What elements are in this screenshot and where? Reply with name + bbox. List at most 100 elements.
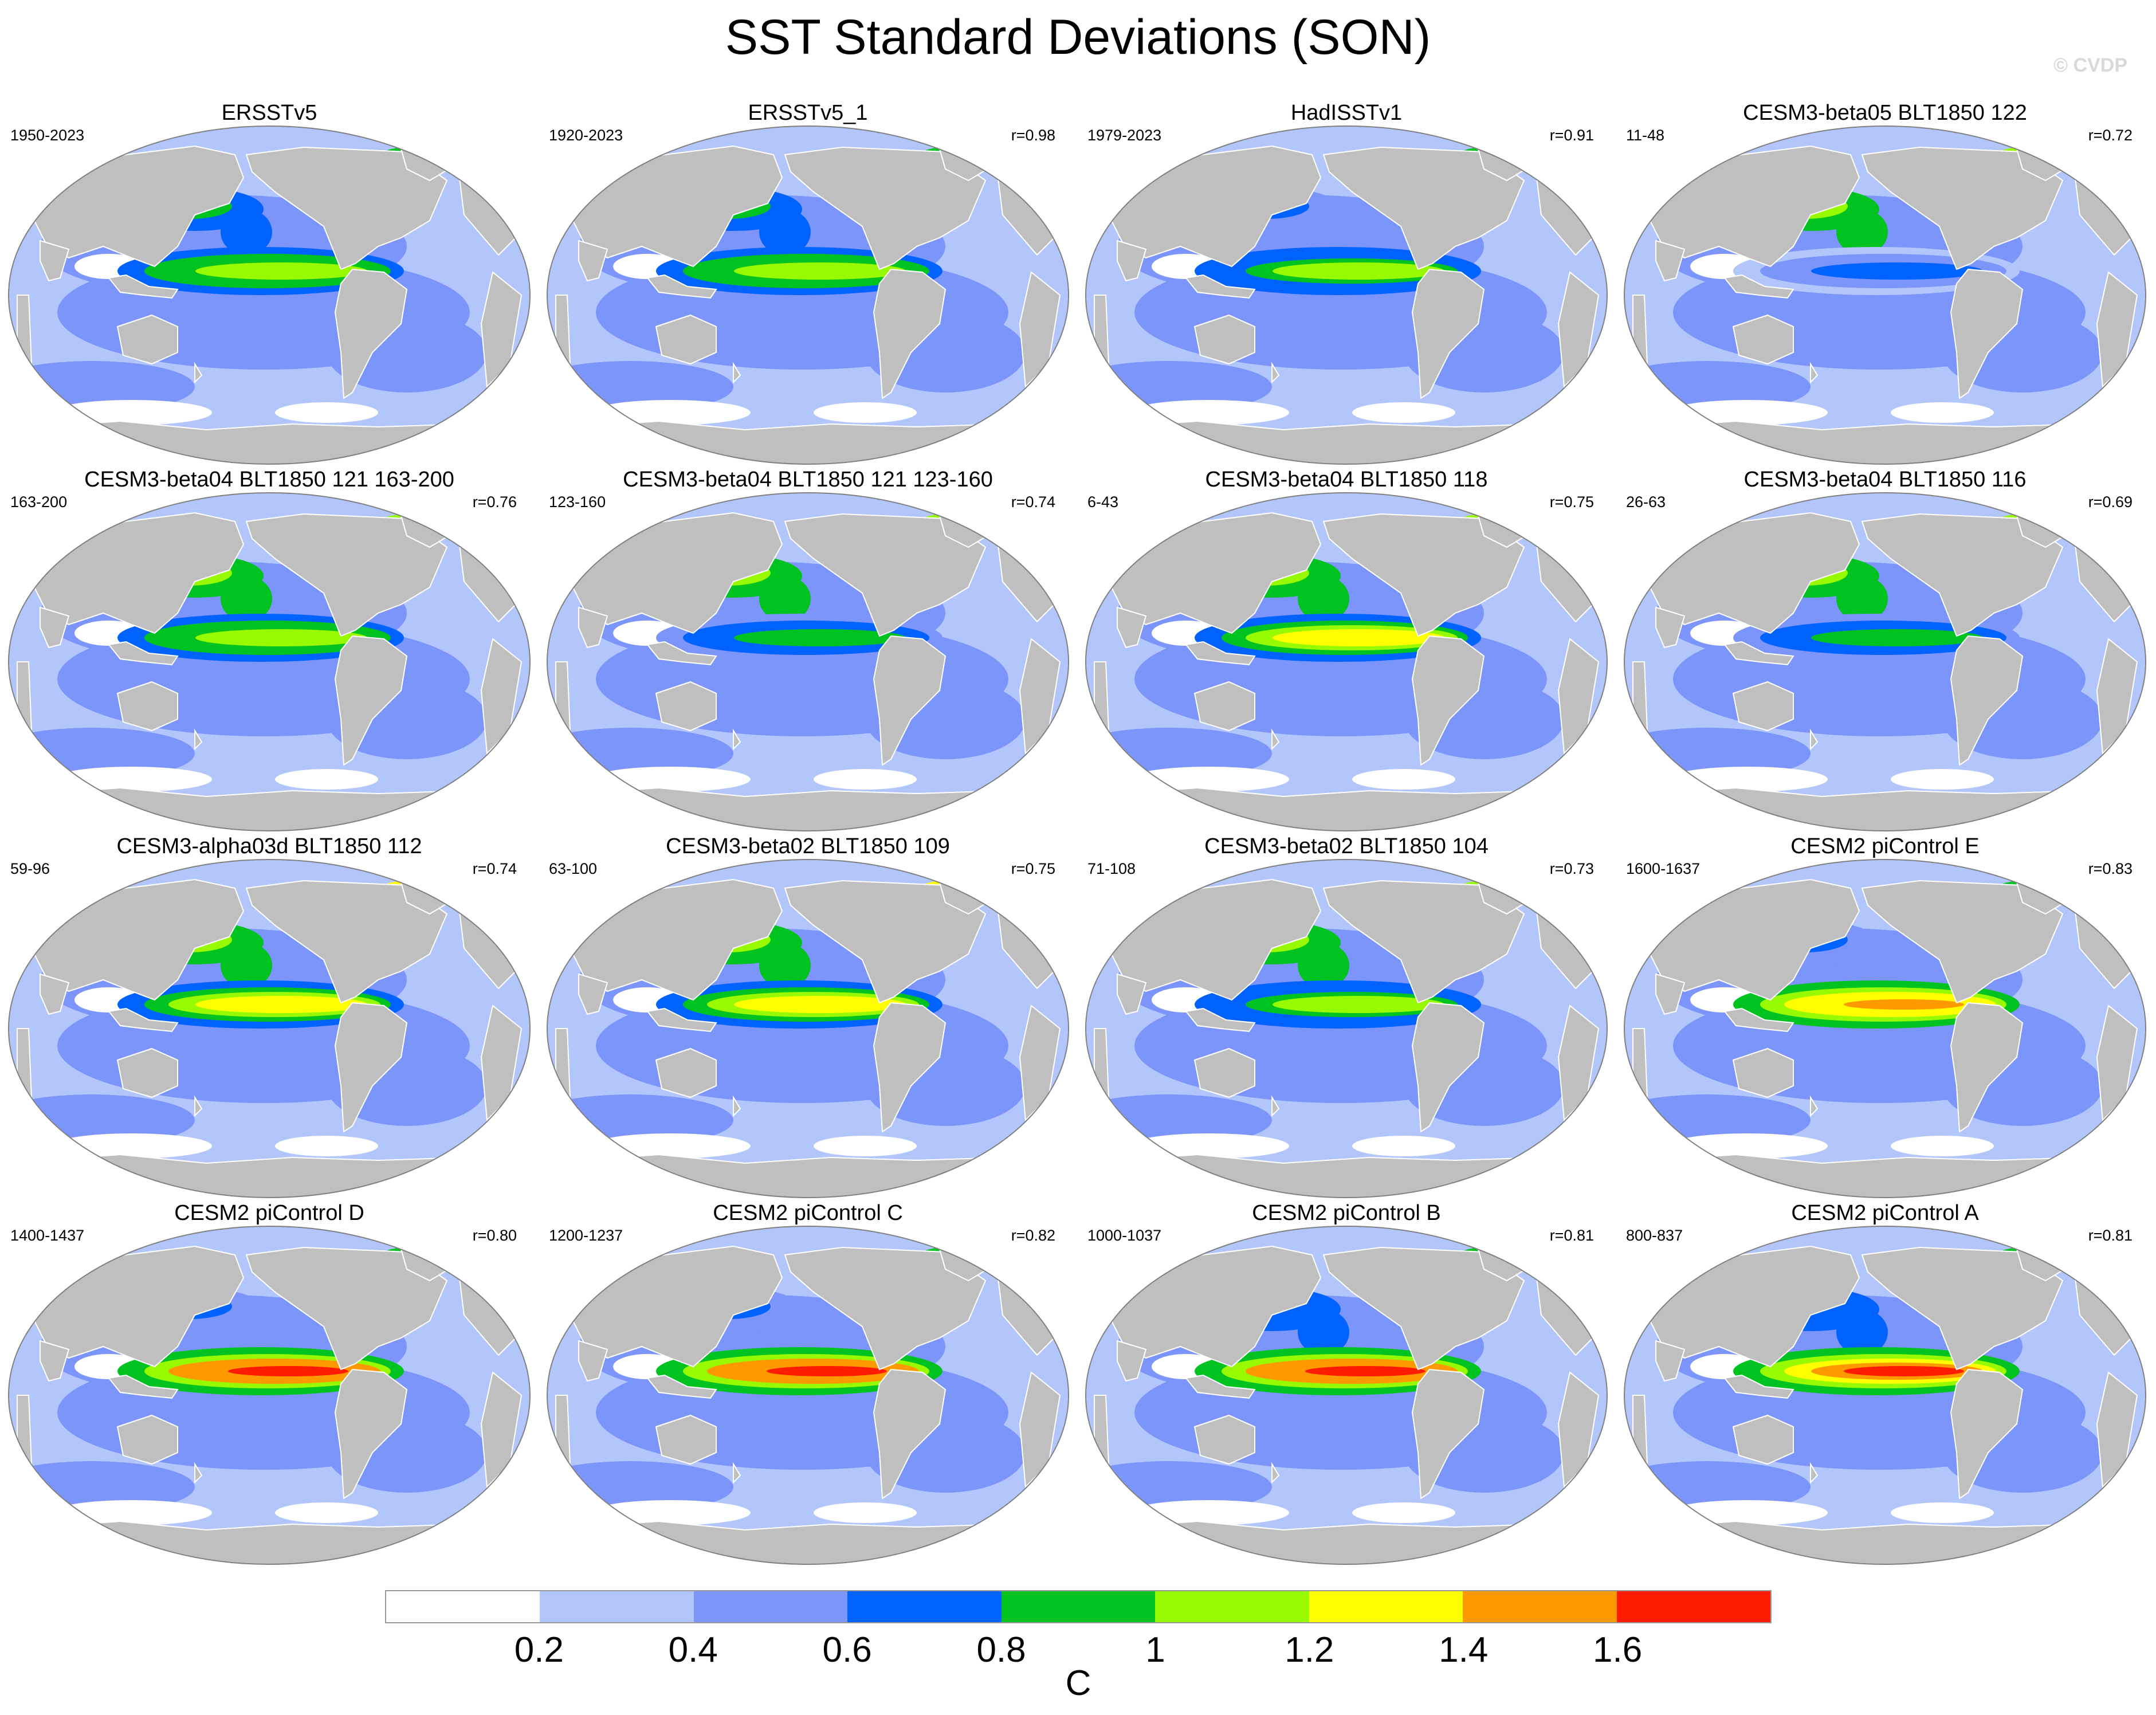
sst-low-south-pacific [1891,769,1994,790]
colorbar-tick-label: 1.2 [1285,1630,1334,1670]
map-panel: CESM2 piControl A 800-837 r=0.81 [1616,1200,2154,1567]
panel-period: 26-63 [1626,493,1666,511]
panel-pattern-correlation: r=0.80 [472,1227,517,1244]
land-south-america [1411,635,1485,766]
land-antarctica [1654,1153,2127,1198]
panel-pattern-correlation: r=0.72 [2088,127,2133,144]
land-india [578,606,608,649]
land-new-zealand [1271,1462,1280,1484]
sst-low-south-pacific [814,1502,917,1523]
land-india [40,973,70,1015]
panel-pattern-correlation: r=0.73 [1549,860,1594,877]
panel-pattern-correlation: r=0.74 [1011,493,1055,511]
land-maritime-continent [1723,1007,1794,1033]
map-panel-grid: ERSSTv5 1950-2023 ERSSTv5_1 1920-2023 r=0.98… [0,101,2146,1565]
sst-low-south-pacific [814,402,917,423]
sst-arctic-marginal [1650,1228,1742,1253]
sst-map [1624,125,2146,465]
land-india [1117,1340,1147,1382]
sst-arctic-marginal [34,495,126,520]
colorbar-swatch [1616,1591,1770,1622]
land-antarctica [1116,1520,1588,1564]
panel-title: CESM2 piControl A [1791,1201,1979,1225]
panel-pattern-correlation: r=0.83 [2088,860,2133,877]
land-india [1117,606,1147,649]
sst-northeast-pacific [221,576,272,622]
land-south-america [1950,268,2024,399]
sst-northeast-pacific [1298,576,1349,622]
land-india [1655,1340,1686,1382]
land-australia [116,1047,178,1098]
sst-northeast-pacific [221,209,272,255]
map-outline [547,1226,1069,1565]
land-australia [116,1414,178,1465]
sst-map [8,859,531,1198]
land-new-zealand [1271,362,1280,384]
land-south-america [873,1002,947,1133]
map-panel: CESM3-beta04 BLT1850 121 163-200 163-200 r… [0,467,539,834]
sst-enso-contour-5 [228,266,348,276]
sst-enso-contour-5 [1844,999,1964,1010]
sst-northeast-pacific [221,1309,272,1355]
land-india [1117,973,1147,1015]
land-maritime-continent [1185,1374,1256,1399]
map-outline [1624,125,2146,465]
land-africa [555,661,571,766]
panel-title: ERSSTv5_1 [748,101,868,125]
sst-northeast-pacific [1298,209,1349,255]
sst-arctic-marginal [1112,128,1203,153]
colorbar-swatch [847,1591,1002,1622]
land-australia [1732,681,1794,732]
sst-low-south-pacific [1352,1502,1455,1523]
land-antarctica [38,1153,511,1198]
sst-map [8,492,531,831]
sst-northeast-pacific [759,576,811,622]
panel-period: 1000-1037 [1087,1227,1162,1244]
sst-map [547,492,1069,831]
sst-arctic-marginal [1112,861,1203,886]
map-outline [1624,492,2146,831]
sst-map [8,1226,531,1565]
land-maritime-continent [108,1007,179,1033]
sst-low-south-indian [1667,1500,1828,1525]
land-africa [555,1395,571,1499]
land-africa [1632,1028,1648,1132]
land-australia [1193,1047,1255,1098]
sst-low-south-indian [1667,1133,1828,1159]
land-antarctica [577,420,1050,464]
sst-arctic-marginal [573,861,665,886]
sst-map [547,125,1069,465]
land-india [1655,240,1686,282]
panel-title: CESM2 piControl D [174,1201,364,1225]
sst-enso-contour-5 [1305,999,1425,1010]
sst-arctic-marginal [573,1228,665,1253]
sst-low-south-pacific [1891,1502,1994,1523]
panel-period: 1979-2023 [1087,127,1162,144]
sst-enso-contour-5 [1844,266,1964,276]
land-maritime-continent [1723,641,1794,666]
sst-low-south-pacific [814,1136,917,1156]
sst-low-south-indian [590,400,751,425]
sst-enso-contour-5 [1844,633,1964,643]
sst-map [547,859,1069,1198]
panel-period: 63-100 [549,860,598,877]
map-panel: CESM3-beta04 BLT1850 121 123-160 123-160 r… [539,467,1077,834]
watermark: © CVDP [2053,54,2127,76]
panel-title: CESM2 piControl C [713,1201,903,1225]
sst-map [1085,859,1608,1198]
land-south-america [1411,1002,1485,1133]
land-india [40,240,70,282]
sst-enso-contour-5 [228,633,348,643]
land-india [1655,973,1686,1015]
land-maritime-continent [1185,1007,1256,1033]
sst-low-south-indian [1667,400,1828,425]
land-maritime-continent [108,1374,179,1399]
sst-map [1624,859,2146,1198]
sst-arctic-marginal [573,495,665,520]
map-outline [547,492,1069,831]
sst-northeast-pacific [1836,576,1888,622]
colorbar-swatch [693,1591,848,1622]
sst-low-south-indian [1667,767,1828,792]
land-africa [17,661,33,766]
land-maritime-continent [108,274,179,299]
